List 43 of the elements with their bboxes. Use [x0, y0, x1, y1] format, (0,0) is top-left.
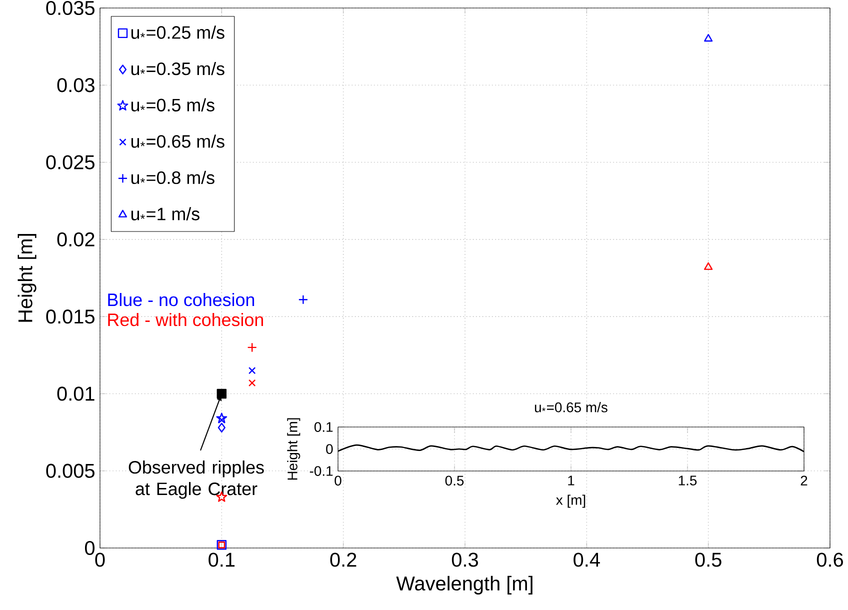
y-tick-label: 0.005 — [46, 464, 94, 478]
point — [216, 388, 227, 399]
y-tick-label: 0.02 — [57, 232, 94, 246]
y-axis-title: Height [m] — [18, 234, 36, 322]
point — [248, 366, 256, 374]
y-tick-label: 0.035 — [46, 0, 94, 16]
point — [704, 34, 713, 42]
y-axis-title: Height [m] — [287, 418, 300, 480]
x-tick-label: 1 — [568, 476, 574, 486]
x-tick-label: 1.5 — [678, 476, 697, 486]
y-tick-label: 0.1 — [314, 422, 333, 432]
chart-title: u$_{*}$=0.65 m/s — [534, 402, 608, 412]
x-tick-label: 0.3 — [452, 552, 478, 567]
point — [248, 379, 256, 387]
x-tick-label: 0.2 — [330, 552, 356, 567]
annotation: Red - with cohesion — [108, 312, 263, 326]
x-tick-label: 0.6 — [816, 552, 843, 567]
y-tick-label: 0.025 — [46, 155, 94, 170]
x-axis-title: x [m] — [556, 494, 586, 508]
legend-label: u$_{*}$=0.35 m/s — [131, 62, 224, 76]
legend-label: u$_{*}$=0.8 m/s — [131, 170, 214, 184]
y-tick-label: 0 — [326, 444, 333, 454]
y-tick-label: 0.015 — [46, 310, 94, 324]
x-tick-label: 0.5 — [445, 476, 464, 486]
x-tick-label: 0.5 — [695, 552, 722, 567]
y-tick-label: 0 — [84, 540, 95, 556]
point — [247, 342, 257, 352]
x-tick-label: 2 — [800, 476, 808, 486]
x-tick-label: 0 — [95, 552, 105, 567]
x-tick-label: 0.4 — [574, 552, 600, 567]
legend-label: u$_{*}$=0.65 m/s — [131, 134, 224, 148]
legend-label: u$_{*}$=1 m/s — [131, 207, 200, 220]
y-tick-label: 0.03 — [57, 78, 94, 92]
legend-label: u$_{*}$=0.25 m/s — [131, 26, 224, 39]
x-axis-title: Wavelength [m] — [396, 576, 532, 594]
point — [704, 262, 713, 270]
legend-label: u$_{*}$=0.5 m/s — [131, 98, 214, 112]
annotation: Observed ripples at Eagle Crater — [128, 460, 264, 499]
x-tick-label: 0 — [334, 476, 342, 486]
x-tick-label: 0.1 — [208, 552, 235, 567]
y-tick-label: 0.01 — [57, 386, 94, 401]
y-tick-label: -0.1 — [310, 466, 333, 476]
annotation: Blue - no cohesion — [108, 293, 254, 306]
